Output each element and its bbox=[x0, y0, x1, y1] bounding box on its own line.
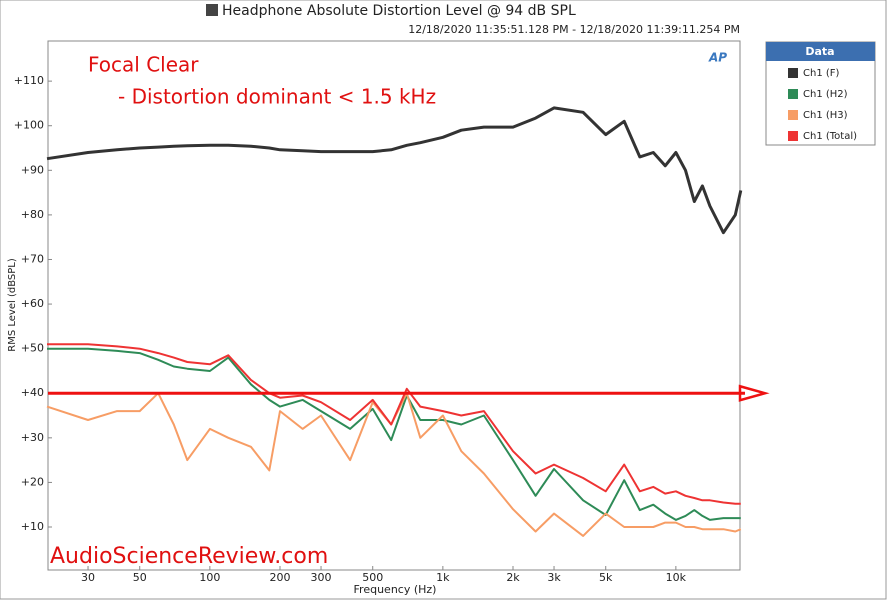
y-tick-label: +60 bbox=[21, 297, 44, 310]
legend-swatch bbox=[788, 110, 798, 120]
series-line bbox=[47, 347, 741, 521]
y-tick-label: +110 bbox=[14, 74, 44, 87]
y-tick-label: +70 bbox=[21, 252, 44, 265]
y-tick-label: +30 bbox=[21, 431, 44, 444]
x-tick-label: 3k bbox=[547, 571, 561, 584]
x-tick-label: 1k bbox=[436, 571, 450, 584]
x-tick-label: 200 bbox=[270, 571, 291, 584]
x-tick-label: 300 bbox=[311, 571, 332, 584]
series-line bbox=[47, 343, 741, 505]
y-tick-label: +80 bbox=[21, 208, 44, 221]
chart-subtitle: 12/18/2020 11:35:51.128 PM - 12/18/2020 … bbox=[408, 23, 740, 36]
x-axis-label: Frequency (Hz) bbox=[354, 583, 437, 596]
annotation: Focal Clear bbox=[88, 53, 199, 77]
x-tick-label: 5k bbox=[599, 571, 613, 584]
legend-label: Ch1 (H3) bbox=[803, 110, 848, 121]
legend-swatch bbox=[788, 89, 798, 99]
legend-header bbox=[766, 42, 875, 61]
series-line bbox=[46, 106, 743, 235]
legend-label: Ch1 (Total) bbox=[803, 131, 857, 142]
y-tick-label: +10 bbox=[21, 520, 44, 533]
x-tick-label: 100 bbox=[199, 571, 220, 584]
annotation: - Distortion dominant < 1.5 kHz bbox=[118, 85, 436, 109]
chart-title: Headphone Absolute Distortion Level @ 94… bbox=[222, 3, 576, 19]
y-tick-label: +50 bbox=[21, 342, 44, 355]
series-line bbox=[46, 392, 742, 537]
watermark: AudioScienceReview.com bbox=[50, 544, 328, 569]
x-tick-label: 500 bbox=[362, 571, 383, 584]
plot-area bbox=[47, 40, 741, 571]
y-tick-label: +20 bbox=[21, 475, 44, 488]
legend-label: Ch1 (F) bbox=[803, 68, 840, 79]
y-tick-label: +100 bbox=[14, 119, 44, 132]
fx-icon bbox=[206, 4, 218, 16]
legend-swatch bbox=[788, 68, 798, 78]
legend-title: Data bbox=[805, 45, 834, 58]
ap-logo: AP bbox=[708, 51, 727, 65]
x-tick-label: 10k bbox=[666, 571, 687, 584]
y-axis-label: RMS Level (dBSPL) bbox=[7, 258, 18, 352]
reference-arrowhead bbox=[738, 384, 770, 402]
y-tick-label: +40 bbox=[21, 386, 44, 399]
x-tick-label: 30 bbox=[81, 571, 95, 584]
x-tick-label: 2k bbox=[506, 571, 520, 584]
legend-label: Ch1 (H2) bbox=[803, 89, 848, 100]
legend-swatch bbox=[788, 131, 798, 141]
x-tick-label: 50 bbox=[133, 571, 147, 584]
y-tick-label: +90 bbox=[21, 163, 44, 176]
